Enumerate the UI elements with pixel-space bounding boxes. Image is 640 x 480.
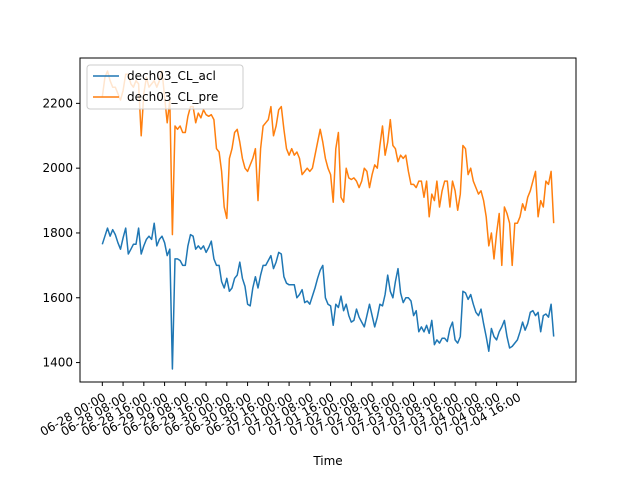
- series-line-0: [101, 222, 555, 370]
- plot-lines: [101, 70, 555, 370]
- y-tick-label-2: 1800: [42, 226, 73, 240]
- y-tick-label-3: 2000: [42, 161, 73, 175]
- legend-box: [86, 64, 244, 110]
- plot-frame: [79, 57, 577, 383]
- y-axis: 1400 1600 1800 2000 2200: [42, 96, 80, 370]
- series-line-1: [101, 70, 555, 267]
- legend-label-acl: dech03_CL_acl: [127, 69, 216, 83]
- legend: dech03_CL_acl dech03_CL_pre: [86, 64, 244, 110]
- y-tick-label-1: 1600: [42, 291, 73, 305]
- y-tick-label-0: 1400: [42, 356, 73, 370]
- y-tick-label-4: 2200: [42, 96, 73, 110]
- legend-label-pre: dech03_CL_pre: [127, 90, 218, 104]
- x-axis-label: Time: [312, 454, 342, 468]
